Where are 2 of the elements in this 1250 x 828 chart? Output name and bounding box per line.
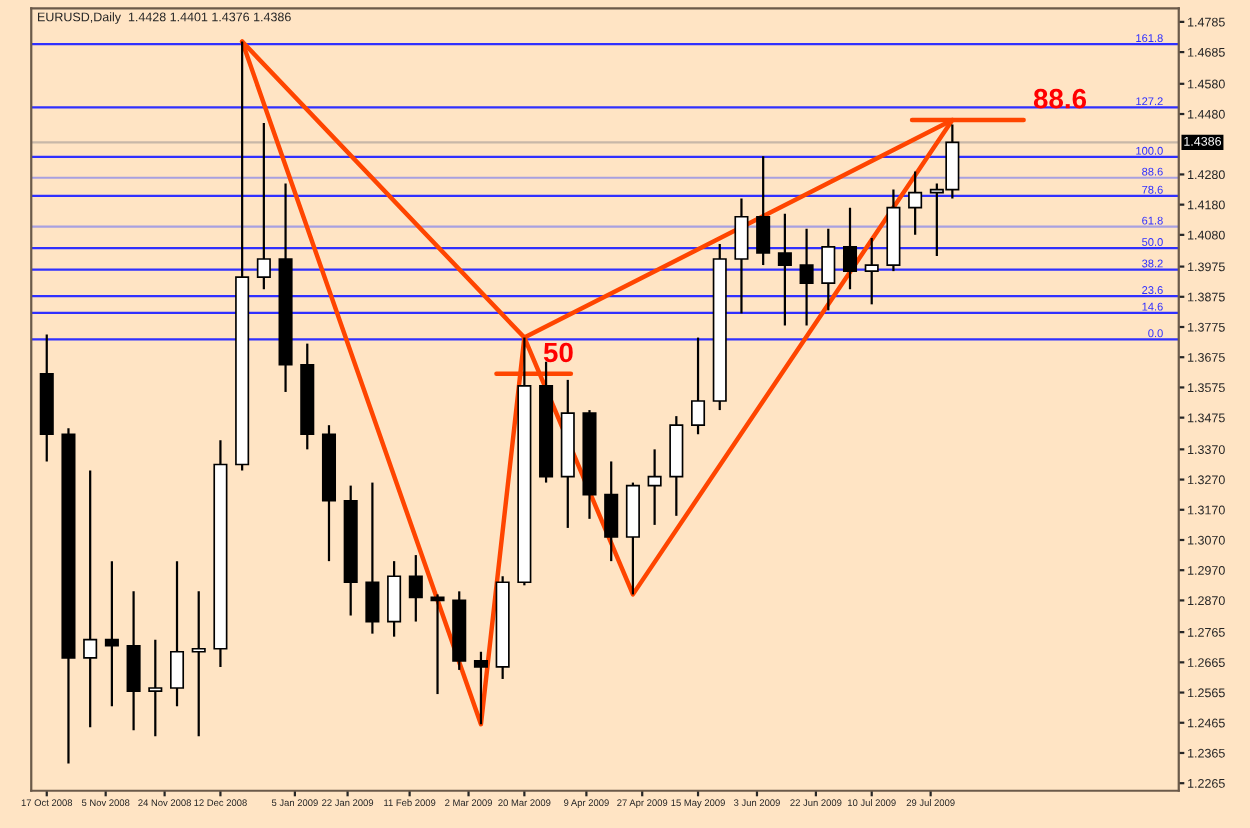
annotation: 50 [543, 342, 573, 363]
annotation: 88.6 [1033, 88, 1087, 109]
